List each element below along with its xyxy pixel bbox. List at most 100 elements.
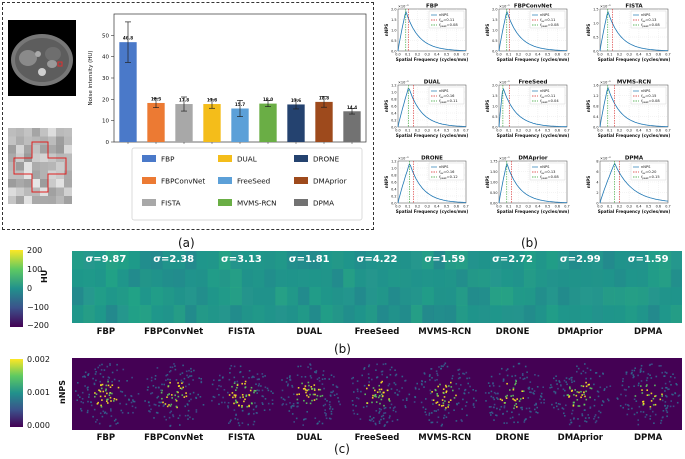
nps-x-tick-label: 0.1 (506, 205, 511, 209)
nps-plot-title: FISTA (625, 4, 643, 10)
sigma-patch-dual (275, 251, 344, 323)
legend-swatch (218, 199, 232, 206)
nps-x-axis-label: Spatial Frequency (cycles/mm) (598, 57, 671, 62)
nps-y-tick-label: 0.0 (593, 125, 598, 129)
sigma-patch-dpma (614, 251, 682, 323)
bar-value-label: 18.3 (151, 96, 161, 101)
nps-x-tick-label: 0.2 (516, 205, 521, 209)
legend-fpeak: fpeak=0.15 (641, 175, 660, 180)
nps-plot-freeseed: FreeSeed ×10⁻⁵ 0.0 0.5 1.0 1.5 2.0 0.0 0.1 0.2 0.3… (485, 80, 570, 139)
bar-value-label: 18.0 (263, 97, 273, 102)
legend-nnps: nNPS (540, 13, 550, 17)
nps-exp-label: ×10⁻⁶ (600, 157, 611, 161)
nps-y-axis-label: nNPS (485, 24, 490, 37)
nps-method-label-mvms-rcn: MVMS-RCN (418, 433, 472, 443)
legend-swatch (294, 199, 308, 206)
nps-y-tick-label: 1.0 (492, 28, 497, 32)
nps-x-tick-label: 0.2 (617, 53, 622, 57)
legend-fpeak: fpeak=0.08 (540, 175, 559, 180)
nps-x-tick-label: 0.7 (564, 53, 569, 57)
nps-y-tick-label: 0.5 (492, 39, 497, 43)
bar-value-label: 14.4 (347, 105, 357, 110)
bar-freeseed (231, 108, 249, 142)
nps-x-tick-label: 0.2 (617, 205, 622, 209)
legend-fpeak: fpeak=0.08 (641, 23, 660, 28)
nps-y-axis-label: nNPS (384, 24, 389, 37)
legend-nnps: nNPS (439, 165, 449, 169)
bar-mvms-rcn (259, 103, 277, 142)
legend-fav: fav=0.13 (641, 18, 656, 23)
legend-entry-mvms-rcn: MVMS-RCN (237, 199, 277, 208)
nps-x-tick-label: 0.7 (463, 205, 468, 209)
nps-x-tick-label: 0.0 (395, 205, 400, 209)
legend-nnps: nNPS (540, 165, 550, 169)
sigma-label-fista: σ=3.13 (221, 254, 262, 265)
nps-x-tick-label: 0.1 (506, 53, 511, 57)
y-tick-label: 0 (106, 140, 110, 146)
nps-x-tick-label: 0.2 (415, 129, 420, 133)
bar-fbp (119, 42, 137, 142)
nps-plot-fista: FISTA ×10⁻⁵ 0.0 0.5 1.0 1.5 0.0 0.1 0.2 0.3 0.4 0.5… (586, 4, 671, 63)
legend-nnps: nNPS (439, 89, 449, 93)
bar-dual (203, 104, 221, 142)
bar-value-label: 18.8 (319, 95, 329, 100)
nps-exp-label: ×10⁻⁵ (600, 5, 611, 9)
nps-exp-label: ×10⁻⁵ (499, 157, 510, 161)
nps-pattern-fbpconvnet (144, 363, 205, 427)
nps-y-tick-label: 0.2 (391, 194, 396, 198)
nps-y-axis-label: nNPS (485, 100, 490, 113)
legend-fpeak: fpeak=0.12 (439, 175, 458, 180)
nnps-curve (599, 86, 668, 128)
nnps-curve (498, 88, 567, 128)
nps-x-tick-label: 0.3 (626, 129, 631, 133)
nps-plot-drone: DRONE ×10⁻⁵ 0.0 0.2 0.4 0.6 0.8 1.0 1.2 0.0 0.1 0.2… (384, 156, 469, 215)
sigma-label-dual: σ=1.81 (288, 254, 330, 265)
nps-method-label-dpma: DPMA (633, 433, 663, 443)
nps-pattern-fbp (75, 363, 140, 427)
nps-x-tick-label: 0.2 (415, 205, 420, 209)
nps-plot-title: DUAL (424, 80, 441, 86)
nps-y-tick-label: 1.0 (492, 104, 497, 108)
sigma-method-label-drone: DRONE (495, 327, 530, 337)
legend-fav: fav=0.20 (641, 170, 657, 175)
bar-value-label: 15.7 (235, 102, 245, 107)
legend-fav: fav=0.11 (540, 18, 555, 23)
nps-x-axis-label: Spatial Frequency (cycles/mm) (598, 209, 671, 214)
nps-x-tick-label: 0.3 (424, 129, 429, 133)
nps-y-tick-label: 1.0 (391, 166, 396, 170)
nps-x-tick-label: 0.7 (665, 129, 670, 133)
nps-x-tick-label: 0.0 (496, 205, 501, 209)
nps-x-axis-label: Spatial Frequency (cycles/mm) (396, 133, 469, 138)
nps-x-tick-label: 0.2 (415, 53, 420, 57)
nps-plot-dmaprior: DMAprior ×10⁻⁵ 0.00 0.50 1.00 1.50 1.75 0.0 0.1 0… (485, 156, 570, 215)
nps-pattern-mvms-rcn (413, 362, 477, 427)
y-tick-label: 20 (102, 97, 109, 103)
nps-y-tick-label: 0.5 (593, 35, 598, 39)
nps-x-tick-label: 0.6 (454, 53, 459, 57)
roi-zoom-thumbnail (8, 128, 72, 204)
nps-x-tick-label: 0.6 (656, 205, 661, 209)
nps-method-label-fbp: FBP (96, 433, 116, 443)
nps-x-tick-label: 0.1 (506, 129, 511, 133)
nps-strip-bg (72, 358, 682, 430)
bar-value-label: 17.8 (179, 98, 189, 103)
sigma-patch-fbp (72, 251, 141, 323)
nps-legend (428, 86, 465, 105)
nps-x-tick-label: 0.5 (646, 53, 651, 57)
y-tick-label: 30 (102, 76, 109, 82)
nnps-colorbar (10, 359, 23, 427)
nnps-tick-0002: 0.002 (27, 355, 50, 364)
nps-x-tick-label: 0.4 (535, 129, 540, 133)
sigma-patch-mvms-rcn (410, 251, 480, 323)
nps-x-axis-label: Spatial Frequency (cycles/mm) (497, 133, 570, 138)
nps-y-axis-label: nNPS (384, 176, 389, 189)
nps-plot-fbp: FBP ×10⁻⁵ 0.0 0.5 1.0 1.5 2.0 0.0 0.1 0.2 0.3 0.4 0.… (384, 4, 469, 63)
nps-y-tick-label: 0.0 (492, 49, 497, 53)
legend-swatch (218, 155, 232, 162)
legend-fpeak: fpeak=0.11 (439, 99, 458, 104)
legend-entry-dmaprior: DMAprior (313, 177, 347, 186)
nps-y-tick-label: 1.5 (492, 94, 497, 98)
nps-x-axis-label: Spatial Frequency (cycles/mm) (497, 209, 570, 214)
nps-pattern-dual (280, 363, 341, 426)
sigma-patch-fista (207, 251, 276, 323)
